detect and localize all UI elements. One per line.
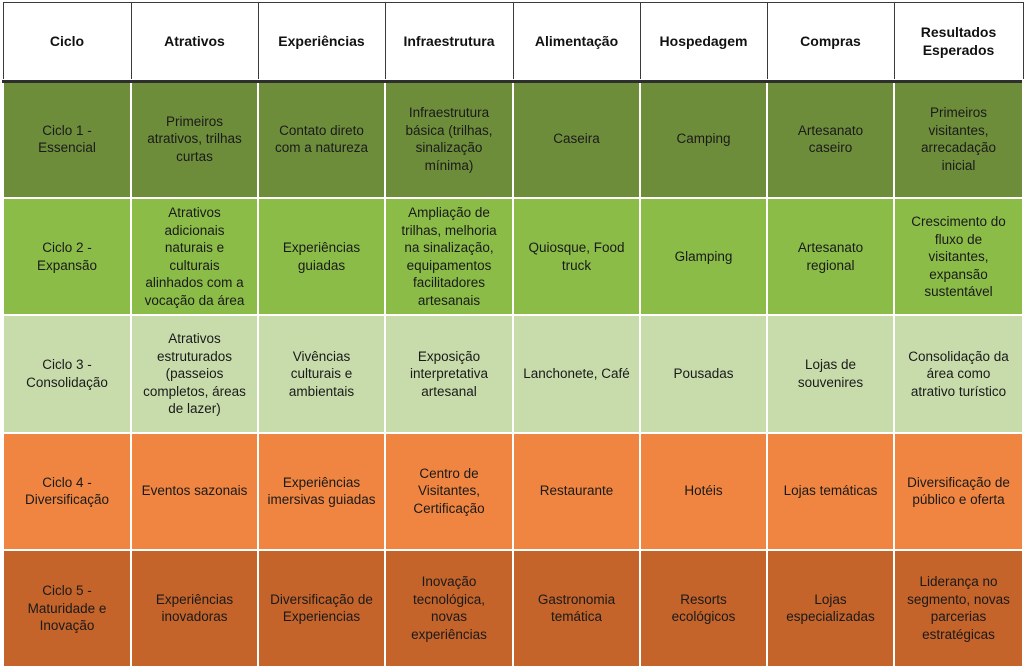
table-cell: Quiosque, Food truck — [512, 197, 641, 317]
table-cell: Ciclo 3 - Consolidação — [2, 314, 132, 434]
table-row-ciclo-1: Ciclo 1 - Essencial Primeiros atrativos,… — [2, 78, 1024, 200]
table-cell: Vivências culturais e ambientais — [257, 314, 386, 434]
table-cell: Crescimento do fluxo de visitantes, expa… — [893, 197, 1024, 317]
table-cell: Lanchonete, Café — [512, 314, 641, 434]
header-atrativos: Atrativos — [130, 2, 259, 81]
header-row: Ciclo Atrativos Experiências Infraestrut… — [2, 2, 1024, 81]
table-cell: Lojas especializadas — [766, 548, 895, 669]
table-cell: Artesanato regional — [766, 197, 895, 317]
table-cell: Ciclo 2 - Expansão — [2, 197, 132, 317]
table-cell: Caseira — [512, 78, 641, 200]
table-cell: Experiências guiadas — [257, 197, 386, 317]
table-cell: Camping — [639, 78, 768, 200]
table-cell: Ciclo 4 - Diversificação — [2, 431, 132, 551]
header-alimentacao: Alimentação — [512, 2, 641, 81]
table-cell: Atrativos adicionais naturais e culturai… — [130, 197, 259, 317]
header-compras: Compras — [766, 2, 895, 81]
table-cell: Consolidação da área como atrativo turís… — [893, 314, 1024, 434]
table-cell: Experiências imersivas guiadas — [257, 431, 386, 551]
table-row-ciclo-2: Ciclo 2 - Expansão Atrativos adicionais … — [2, 197, 1024, 317]
table-cell: Ciclo 5 - Maturidade e Inovação — [2, 548, 132, 669]
table-cell: Ciclo 1 - Essencial — [2, 78, 132, 200]
table-cell: Resorts ecológicos — [639, 548, 768, 669]
table-cell: Restaurante — [512, 431, 641, 551]
table-cell: Infraestrutura básica (trilhas, sinaliza… — [384, 78, 514, 200]
table-cell: Artesanato caseiro — [766, 78, 895, 200]
table-cell: Lojas de souvenires — [766, 314, 895, 434]
table-cell: Atrativos estruturados (passeios complet… — [130, 314, 259, 434]
table-cell: Inovação tecnológica, novas experiências — [384, 548, 514, 669]
table-cell: Pousadas — [639, 314, 768, 434]
table-row-ciclo-3: Ciclo 3 - Consolidação Atrativos estrutu… — [2, 314, 1024, 434]
table-cell: Contato direto com a natureza — [257, 78, 386, 200]
table-cell: Primeiros visitantes, arrecadação inicia… — [893, 78, 1024, 200]
table-cell: Glamping — [639, 197, 768, 317]
table-cell: Centro de Visitantes, Certificação — [384, 431, 514, 551]
table-cell: Hotéis — [639, 431, 768, 551]
table-cell: Primeiros atrativos, trilhas curtas — [130, 78, 259, 200]
table-cell: Liderança no segmento, novas parcerias e… — [893, 548, 1024, 669]
table-cell: Experiências inovadoras — [130, 548, 259, 669]
table-cell: Exposição interpretativa artesanal — [384, 314, 514, 434]
header-infraestrutura: Infraestrutura — [384, 2, 514, 81]
table-row-ciclo-4: Ciclo 4 - Diversificação Eventos sazonai… — [2, 431, 1024, 551]
table-cell: Diversificação de público e oferta — [893, 431, 1024, 551]
table-row-ciclo-5: Ciclo 5 - Maturidade e Inovação Experiên… — [2, 548, 1024, 669]
header-ciclo: Ciclo — [2, 2, 132, 81]
table-cell: Eventos sazonais — [130, 431, 259, 551]
header-resultados-esperados: Resultados Esperados — [893, 2, 1024, 81]
header-divider — [2, 80, 1022, 83]
table-cell: Ampliação de trilhas, melhoria na sinali… — [384, 197, 514, 317]
table-cell: Gastronomia temática — [512, 548, 641, 669]
header-hospedagem: Hospedagem — [639, 2, 768, 81]
table-cell: Diversificação de Experiencias — [257, 548, 386, 669]
table-cell: Lojas temáticas — [766, 431, 895, 551]
header-experiencias: Experiências — [257, 2, 386, 81]
